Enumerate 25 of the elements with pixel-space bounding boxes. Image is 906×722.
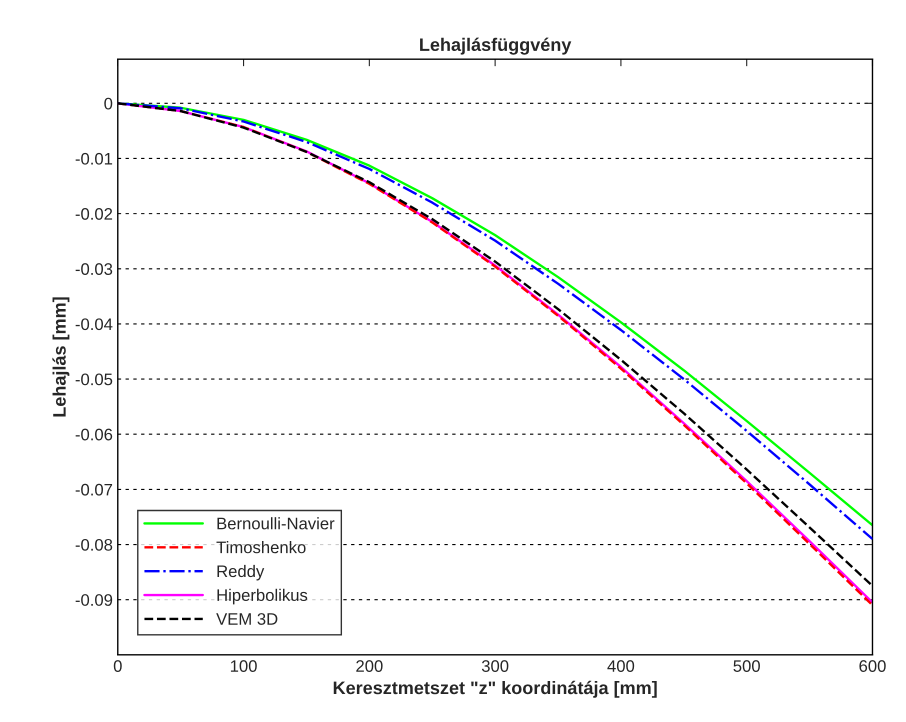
x-axis-title: Keresztmetszet "z" koordinátája [mm] bbox=[334, 680, 657, 698]
x-tick-label: 200 bbox=[356, 660, 383, 672]
y-axis-title: Lehajlás [mm] bbox=[52, 297, 70, 417]
y-tick-label: -0.02 bbox=[76, 208, 112, 220]
x-tick-label: 100 bbox=[230, 660, 257, 672]
legend-label: Timoshenko bbox=[216, 541, 306, 554]
y-tick-label: -0.01 bbox=[76, 152, 112, 165]
y-tick-label: 0 bbox=[104, 98, 112, 110]
y-tick-label: -0.03 bbox=[76, 263, 112, 275]
y-tick-label: -0.05 bbox=[76, 373, 112, 386]
y-tick-label: -0.06 bbox=[76, 428, 112, 440]
legend-label: Reddy bbox=[217, 564, 264, 580]
x-tick-label: 400 bbox=[607, 660, 634, 672]
y-tick-label: -0.04 bbox=[76, 318, 112, 330]
legend-label: VEM 3D bbox=[216, 613, 278, 625]
x-tick-label: 600 bbox=[859, 660, 886, 672]
chart-title: Lehajlásfüggvény bbox=[420, 38, 572, 55]
x-tick-label: 0 bbox=[114, 660, 122, 672]
y-tick-label: -0.08 bbox=[76, 538, 112, 551]
legend-label: Bernoulli-Navier bbox=[217, 517, 334, 530]
x-tick-label: 300 bbox=[482, 660, 508, 672]
legend-label: Hiperbolikus bbox=[217, 588, 308, 604]
y-tick-label: -0.07 bbox=[76, 484, 112, 496]
y-tick-label: -0.09 bbox=[76, 594, 112, 606]
x-tick-label: 500 bbox=[733, 660, 760, 672]
